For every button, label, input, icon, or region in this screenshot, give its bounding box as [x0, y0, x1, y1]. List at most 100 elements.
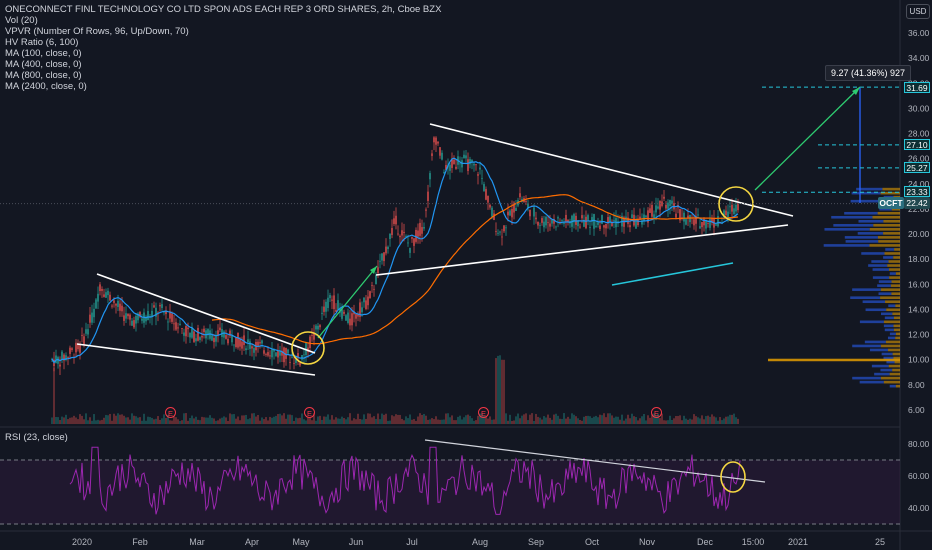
candle-body	[493, 213, 495, 221]
earnings-marker[interactable]: E	[651, 407, 662, 418]
volume-bar	[725, 416, 727, 424]
candle-body	[711, 218, 713, 223]
volume-bar	[197, 419, 199, 424]
volume-bar	[133, 415, 135, 424]
candle-body	[161, 304, 163, 308]
vpvr-bar-up	[850, 296, 881, 299]
candle-body	[183, 332, 185, 336]
candle-body	[155, 307, 157, 317]
volume-bar	[95, 420, 97, 424]
earnings-marker[interactable]: E	[304, 407, 315, 418]
indicator-ma-400[interactable]: MA (400, close, 0)	[5, 59, 82, 70]
volume-bar	[461, 419, 463, 424]
volume-bar	[469, 415, 471, 424]
volume-bar	[487, 418, 489, 424]
candle-body	[605, 224, 607, 229]
volume-bar	[147, 416, 149, 424]
indicator-vol[interactable]: Vol (20)	[5, 15, 38, 26]
candle-body	[271, 349, 273, 358]
volume-bar	[501, 359, 503, 424]
candle-body	[65, 355, 67, 360]
candle-body	[561, 220, 563, 222]
candle-body	[491, 207, 493, 217]
candle-body	[329, 295, 331, 299]
volume-bar	[57, 417, 59, 424]
earnings-marker[interactable]: E	[478, 407, 489, 418]
candle-body	[433, 137, 435, 143]
candle-body	[315, 325, 317, 330]
volume-bar	[711, 414, 713, 424]
x-tick-label: Jun	[349, 537, 364, 547]
volume-bar	[575, 416, 577, 424]
indicator-ma-2400[interactable]: MA (2400, close, 0)	[5, 81, 87, 92]
volume-bar	[69, 417, 71, 424]
rsi-band	[0, 460, 900, 524]
volume-bar	[135, 416, 137, 424]
candle-body	[381, 253, 383, 261]
level-badge-31-69: 31.69	[904, 82, 930, 93]
earnings-marker[interactable]: E	[165, 407, 176, 418]
volume-bar	[303, 419, 305, 424]
candle-body	[169, 311, 171, 319]
indicator-hv-ratio[interactable]: HV Ratio (6, 100)	[5, 37, 79, 48]
candle-body	[427, 191, 429, 202]
candle-body	[661, 201, 663, 206]
candle-body	[119, 303, 121, 311]
volume-bar	[519, 418, 521, 424]
y-tick-label: 30.00	[908, 103, 930, 113]
volume-bar	[267, 420, 269, 424]
candle-body	[69, 347, 71, 354]
candle-body	[655, 205, 657, 213]
candle-body	[345, 315, 347, 321]
volume-bar	[107, 415, 109, 424]
vpvr-bar-up	[852, 344, 881, 348]
candle-body	[363, 297, 365, 303]
vpvr-poc-bar	[768, 358, 900, 362]
volume-bar	[51, 417, 53, 424]
candle-body	[693, 219, 695, 226]
candle-body	[337, 300, 339, 311]
indicator-vpvr[interactable]: VPVR (Number Of Rows, 96, Up/Down, 70)	[5, 26, 189, 37]
indicator-ma-100[interactable]: MA (100, close, 0)	[5, 48, 82, 59]
candle-body	[377, 267, 379, 274]
rsi-legend[interactable]: RSI (23, close)	[5, 432, 68, 443]
volume-bar	[61, 416, 63, 424]
candle-body	[295, 356, 297, 363]
volume-bar	[77, 419, 79, 424]
volume-bar	[727, 416, 729, 424]
vpvr-bar-down	[889, 276, 900, 279]
volume-bar	[317, 416, 319, 424]
volume-bar	[609, 413, 611, 424]
candle-body	[127, 313, 129, 317]
volume-bar	[411, 419, 413, 424]
vpvr-bar-down	[885, 300, 900, 304]
indicator-ma-800[interactable]: MA (800, close, 0)	[5, 70, 82, 81]
volume-bar	[599, 414, 601, 424]
level-badge-25-27: 25.27	[904, 162, 930, 173]
volume-bar	[453, 420, 455, 424]
volume-bar	[705, 416, 707, 424]
volume-bar	[439, 419, 441, 424]
candle-body	[99, 284, 101, 292]
candle-body	[657, 206, 659, 209]
x-tick-label: 25	[875, 537, 885, 547]
candle-body	[709, 218, 711, 228]
candle-body	[227, 338, 229, 344]
x-tick-label: Feb	[132, 537, 148, 547]
volume-bar	[657, 414, 659, 424]
volume-bar	[389, 420, 391, 424]
volume-bar	[523, 414, 525, 424]
volume-bar	[601, 415, 603, 424]
candle-body	[723, 210, 725, 218]
vpvr-bar-up	[874, 372, 890, 376]
volume-bar	[529, 414, 531, 424]
volume-bar	[495, 358, 497, 424]
vpvr-bar-up	[878, 280, 892, 283]
candle-body	[133, 320, 135, 328]
volume-bar	[159, 419, 161, 424]
candle-body	[279, 351, 281, 356]
volume-bar	[647, 415, 649, 424]
currency-button[interactable]: USD	[906, 4, 930, 19]
candle-body	[463, 154, 465, 159]
